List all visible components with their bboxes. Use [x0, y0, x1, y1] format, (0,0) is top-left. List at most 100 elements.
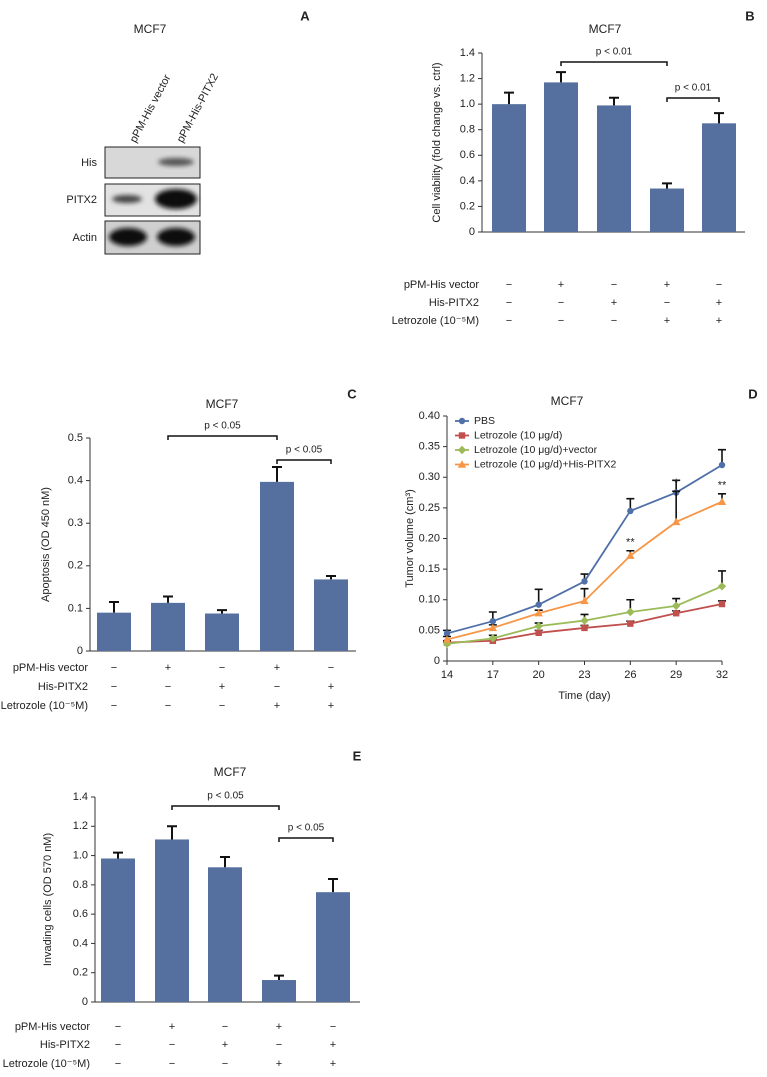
- condition-sign: −: [611, 315, 617, 327]
- x-tick-label: 29: [670, 669, 682, 681]
- y-tick-label: 0.2: [68, 560, 83, 572]
- significance-label: *: [674, 477, 679, 489]
- condition-sign: +: [274, 700, 280, 712]
- y-tick-label: 0.6: [73, 908, 88, 920]
- series-line: [446, 464, 723, 635]
- condition-sign: −: [558, 315, 564, 327]
- condition-sign: +: [222, 1039, 228, 1051]
- row-label: Actin: [73, 232, 97, 244]
- legend-label: Letrozole (10 μg/d)+vector: [474, 444, 598, 456]
- condition-sign: +: [276, 1021, 282, 1033]
- y-tick-label: 1.2: [460, 72, 475, 84]
- point-marker: [718, 600, 726, 608]
- point-marker: [627, 620, 634, 627]
- x-tick-label: 26: [624, 669, 636, 681]
- lane-label: pPM-His-PITX2: [175, 72, 221, 145]
- point-marker: [717, 582, 727, 591]
- condition-sign: −: [328, 662, 334, 674]
- point-marker: [672, 610, 680, 617]
- point-marker: [626, 607, 635, 617]
- condition-sign: +: [219, 681, 225, 693]
- significance-label: **: [718, 480, 727, 492]
- row-label: His: [81, 157, 97, 169]
- condition-sign: −: [169, 1058, 175, 1070]
- y-axis-label: Invading cells (OD 570 nM): [42, 833, 54, 966]
- bar: [702, 123, 736, 232]
- condition-sign: +: [664, 315, 670, 327]
- point-marker: [718, 461, 726, 469]
- blot-panel: MCF7 A pPM-His vector pPM-His-PITX2 His …: [66, 8, 310, 255]
- y-tick-label: 0.40: [419, 410, 440, 422]
- y-tick-label: 0.4: [68, 475, 83, 487]
- legend-label: PBS: [474, 415, 495, 427]
- condition-label: pPM-His vector: [404, 279, 480, 291]
- y-tick-label: 1.4: [73, 791, 88, 803]
- error-bar: [274, 974, 284, 981]
- bar: [101, 858, 135, 1002]
- condition-sign: −: [111, 662, 117, 674]
- bar: [650, 188, 684, 232]
- point-marker: [535, 629, 542, 637]
- y-tick-label: 0.8: [460, 124, 475, 136]
- x-tick-label: 14: [441, 669, 453, 681]
- error-bar: [167, 825, 177, 840]
- bar: [155, 839, 189, 1002]
- point-marker: [717, 497, 727, 505]
- significance-label: p < 0.01: [675, 83, 712, 94]
- bar: [205, 613, 239, 651]
- point-marker: [489, 617, 497, 625]
- point-marker: [488, 634, 498, 643]
- error-bar: [714, 112, 724, 124]
- significance-bracket: [666, 97, 720, 102]
- y-tick-label: 0.1: [68, 602, 83, 614]
- error-bar: [326, 575, 336, 580]
- panel-label: B: [745, 8, 754, 23]
- significance-label: p < 0.01: [596, 47, 633, 58]
- error-bar: [163, 595, 173, 603]
- bar: [597, 105, 631, 232]
- y-tick-label: 0.20: [419, 532, 440, 544]
- legend-label: Letrozole (10 μg/d): [474, 429, 562, 441]
- bar: [260, 481, 294, 651]
- condition-sign: −: [165, 681, 171, 693]
- significance-bracket: [278, 837, 334, 842]
- legend-label: Letrozole (10 μg/d)+His-PITX2: [474, 458, 616, 470]
- condition-sign: +: [276, 1058, 282, 1070]
- y-tick-label: 0.5: [68, 432, 83, 444]
- point-marker: [581, 578, 588, 585]
- condition-sign: +: [330, 1058, 336, 1070]
- point-marker: [442, 635, 452, 643]
- condition-sign: −: [330, 1021, 336, 1033]
- condition-sign: −: [115, 1058, 121, 1070]
- condition-label: Letrozole (10⁻⁵M): [1, 700, 88, 712]
- condition-sign: +: [328, 700, 334, 712]
- condition-sign: −: [558, 297, 564, 309]
- point-marker: [581, 624, 588, 632]
- condition-label: Letrozole (10⁻⁵M): [3, 1058, 90, 1070]
- condition-sign: −: [222, 1058, 228, 1070]
- y-axis-label: Apoptosis (OD 450 nM): [40, 487, 52, 602]
- y-tick-label: 0.10: [419, 594, 440, 606]
- condition-sign: −: [111, 681, 117, 693]
- row-label: PITX2: [66, 194, 97, 206]
- x-tick-label: 17: [487, 669, 499, 681]
- y-tick-label: 1.4: [460, 47, 475, 59]
- y-tick-label: 0.8: [73, 879, 88, 891]
- condition-sign: −: [115, 1039, 121, 1051]
- error-bar: [556, 71, 566, 83]
- condition-sign: +: [558, 279, 564, 291]
- error-bar: [109, 601, 119, 613]
- point-marker: [443, 630, 451, 637]
- blot-band: [157, 228, 195, 246]
- point-marker: [627, 507, 634, 515]
- point-marker: [580, 596, 589, 605]
- condition-label: Letrozole (10⁻⁵M): [392, 315, 479, 327]
- y-tick-label: 0.4: [460, 175, 475, 187]
- condition-label: His-PITX2: [38, 681, 88, 693]
- y-tick-label: 0.3: [68, 517, 83, 529]
- condition-sign: +: [611, 297, 617, 309]
- condition-sign: −: [165, 700, 171, 712]
- point-marker: [626, 551, 635, 559]
- y-tick-label: 0: [434, 655, 440, 667]
